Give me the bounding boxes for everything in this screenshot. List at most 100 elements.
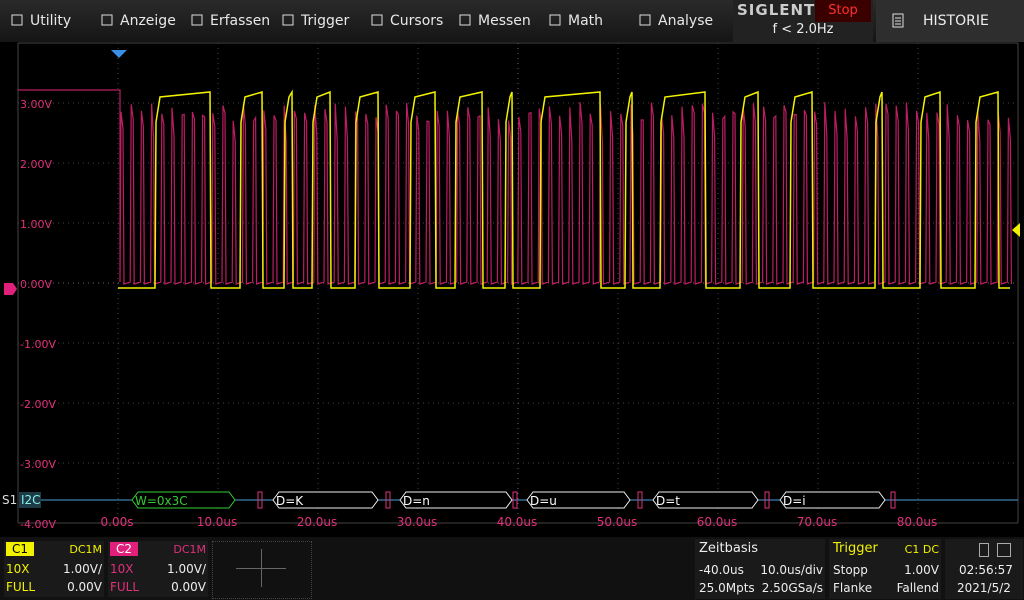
y-axis-label: 3.00V	[20, 98, 52, 111]
trigger-mode: Stopp	[833, 563, 868, 577]
decode-frame	[131, 491, 236, 509]
trigger-level	[1012, 223, 1020, 237]
slot-cross-v	[261, 549, 262, 587]
empty-channel-slot[interactable]	[212, 541, 312, 599]
y-axis-label: 1.00V	[20, 218, 52, 231]
channel-panel[interactable]: C2 DC1M 10X 1.00V/FULL 0.00V	[108, 541, 208, 597]
menu-icon	[101, 14, 113, 26]
decode-frame-text: D=i	[783, 494, 806, 508]
menu-label: Erfassen	[210, 13, 271, 29]
menu-label: Messen	[478, 13, 531, 29]
decode-frame-text: W=0x3C	[135, 494, 188, 508]
menu-label: Cursors	[390, 13, 444, 29]
x-axis-label: 70.0us	[797, 515, 838, 529]
menu-item[interactable]: Anzeige	[100, 0, 176, 42]
menu-label: Utility	[30, 13, 72, 29]
decode-frame-text: D=u	[530, 494, 557, 508]
network-icon	[997, 543, 1011, 557]
x-axis-label: 10.0us	[197, 515, 238, 529]
menu-icon	[282, 14, 294, 26]
menu-label: Anzeige	[120, 13, 176, 29]
timebase-scale: 10.0us/div	[760, 563, 823, 577]
trigger-type: Flanke	[833, 581, 873, 595]
brand: SIGLENT	[737, 1, 816, 19]
x-axis-label: 40.0us	[497, 515, 538, 529]
channel-2-trace	[18, 89, 1012, 285]
x-axis-label: 0.00s	[101, 515, 134, 529]
channel-offset: 0.00V	[67, 580, 102, 594]
menu-item[interactable]: Analyse	[638, 0, 713, 42]
trigger-slope: Fallend	[896, 581, 939, 595]
menu-item[interactable]: Math	[548, 0, 603, 42]
menu-item[interactable]: Erfassen	[190, 0, 270, 42]
timebase-sample-rate: 2.50GSa/s	[761, 581, 823, 595]
decode-marker	[257, 491, 263, 509]
channel-bandwidth: FULL	[6, 580, 36, 594]
x-axis-label: 30.0us	[397, 515, 438, 529]
x-axis-label: 80.0us	[897, 515, 938, 529]
trigger-title: Trigger	[833, 541, 878, 556]
y-axis-label: -2.00V	[20, 398, 56, 411]
decode-frame	[779, 491, 886, 509]
menu-label: Math	[568, 13, 604, 29]
menu-icon	[639, 14, 651, 26]
clock-date: 2021/5/2	[957, 581, 1011, 595]
x-axis-label: 20.0us	[297, 515, 338, 529]
decode-frame	[526, 491, 631, 509]
menu-icon	[549, 14, 561, 26]
history-label: HISTORIE	[923, 13, 989, 29]
decode-frame-text: D=K	[276, 494, 304, 508]
menu-item[interactable]: Messen	[458, 0, 531, 42]
trigger-frequency: f < 2.0Hz	[772, 22, 834, 37]
decode-source: S1	[2, 493, 17, 507]
history-button[interactable]: HISTORIE	[876, 0, 1024, 42]
menu-item[interactable]: Utility	[10, 0, 71, 42]
decode-marker	[637, 491, 643, 509]
trigger-source: C1 DC	[904, 543, 939, 556]
menu-icon	[371, 14, 383, 26]
timebase-memory: 25.0Mpts	[699, 581, 755, 595]
channel-offset: 0.00V	[171, 580, 206, 594]
menu-icon	[191, 14, 203, 26]
menu-icon	[11, 14, 23, 26]
history-icon	[892, 13, 904, 28]
timebase-panel[interactable]: Zeitbasis -40.0us 10.0us/div 25.0Mpts 2.50GS…	[695, 539, 825, 599]
decode-frame	[272, 491, 379, 509]
menu-label: Trigger	[301, 13, 350, 29]
channel-bandwidth: FULL	[110, 580, 140, 594]
channel-coupling: DC1M	[173, 543, 206, 556]
y-axis-label: -3.00V	[20, 458, 56, 471]
menu-label: Analyse	[658, 13, 714, 29]
decode-frame	[652, 491, 759, 509]
channel-panel[interactable]: C1 DC1M 10X 1.00V/FULL 0.00V	[4, 541, 104, 597]
channel-1-trace	[118, 89, 1010, 289]
decode-frame-text: D=n	[403, 494, 430, 508]
channel-marker	[4, 283, 17, 295]
usb-icon	[979, 543, 989, 557]
channel-probe: 10X	[110, 562, 134, 576]
waveform-area: 3.00V 2.00V 1.00V 0.00V -1.00V -2.00V -3.00V -4…	[2, 42, 1020, 531]
trigger-position	[111, 50, 127, 58]
trigger-panel[interactable]: Trigger C1 DC Stopp 1.00V Flanke Fallend	[829, 539, 941, 599]
trigger-level: 1.00V	[904, 563, 939, 577]
y-axis-label: 0.00V	[20, 278, 52, 291]
decode-marker	[385, 491, 391, 509]
timebase-title: Zeitbasis	[699, 541, 758, 556]
brand-box: SIGLENT Stop f < 2.0Hz	[733, 0, 873, 42]
clock-time: 02:56:57	[959, 563, 1013, 577]
x-axis-label: 60.0us	[697, 515, 738, 529]
clock-panel: 02:56:57 2021/5/2	[945, 539, 1023, 599]
decode-frame-text: D=t	[656, 494, 680, 508]
protocol-box	[19, 492, 41, 508]
menu-item[interactable]: Trigger	[281, 0, 349, 42]
run-state[interactable]: Stop	[815, 0, 871, 22]
channel-name: C1	[6, 542, 35, 556]
channel-scale: 1.00V/	[63, 562, 102, 576]
channel-scale: 1.00V/	[167, 562, 206, 576]
decode-frame	[399, 491, 513, 509]
menu-item[interactable]: Cursors	[370, 0, 443, 42]
channel-coupling: DC1M	[69, 543, 102, 556]
decode-protocol: I2C	[21, 493, 41, 507]
channel-name: C2	[110, 542, 139, 556]
